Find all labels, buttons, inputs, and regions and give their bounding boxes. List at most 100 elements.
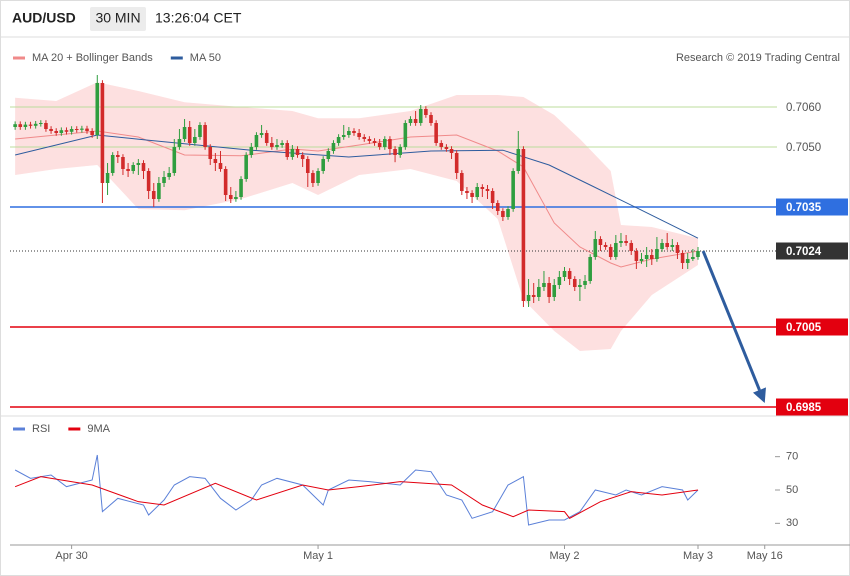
candle-body bbox=[28, 124, 33, 126]
level-box bbox=[776, 398, 848, 416]
candle-body bbox=[516, 149, 521, 171]
level-label: 0.7005 bbox=[786, 322, 822, 334]
forecast-arrowhead bbox=[752, 387, 766, 403]
candle-body bbox=[316, 171, 320, 183]
candle-body bbox=[603, 245, 608, 247]
candle-body bbox=[506, 209, 510, 217]
candle-body bbox=[413, 119, 418, 123]
level-label: 0.6985 bbox=[786, 402, 822, 414]
candle-body bbox=[126, 169, 130, 171]
candle-body bbox=[136, 163, 141, 165]
candle-body bbox=[644, 255, 649, 259]
series-line bbox=[15, 130, 699, 268]
candle-body bbox=[367, 139, 372, 141]
candle-body bbox=[557, 277, 562, 285]
level-label: 0.7024 bbox=[786, 246, 822, 258]
series-line bbox=[14, 476, 699, 519]
candle-body bbox=[141, 163, 146, 171]
candle-body bbox=[177, 139, 182, 147]
candle-body bbox=[90, 131, 94, 135]
candle-body bbox=[54, 131, 59, 133]
candle-body bbox=[377, 143, 382, 147]
candle-body bbox=[403, 123, 408, 147]
candle-body bbox=[675, 245, 680, 253]
candle-body bbox=[80, 128, 84, 130]
legend-label: RSI bbox=[32, 423, 50, 435]
candle-body bbox=[480, 187, 485, 189]
candle-body bbox=[336, 137, 341, 143]
candle-body bbox=[95, 83, 100, 135]
candle-body bbox=[372, 141, 377, 143]
candle-body bbox=[172, 147, 177, 173]
candle-body bbox=[444, 147, 449, 149]
level-label: 0.7050 bbox=[786, 142, 821, 154]
x-tick-label: May 2 bbox=[550, 550, 580, 562]
candle-body bbox=[537, 287, 541, 297]
candle-body bbox=[300, 155, 305, 159]
candle-body bbox=[244, 155, 248, 179]
candle-body bbox=[146, 171, 151, 191]
candle-body bbox=[187, 127, 192, 143]
candle-body bbox=[567, 271, 572, 279]
candle-body bbox=[357, 133, 361, 137]
candle-body bbox=[490, 191, 495, 203]
candle-body bbox=[670, 245, 675, 247]
candle-body bbox=[223, 169, 228, 195]
series-line bbox=[14, 454, 699, 526]
candle-body bbox=[660, 243, 664, 249]
candle-body bbox=[228, 195, 233, 199]
candle-body bbox=[547, 283, 551, 297]
candle-body bbox=[100, 83, 105, 183]
level-box bbox=[776, 242, 848, 260]
candle-body bbox=[218, 163, 223, 169]
candle-body bbox=[270, 143, 274, 147]
candle-body bbox=[424, 109, 428, 115]
candle-body bbox=[485, 189, 490, 191]
candle-body bbox=[311, 173, 315, 183]
candle-body bbox=[198, 125, 202, 137]
candle-body bbox=[572, 279, 577, 287]
candle-body bbox=[285, 143, 290, 157]
candle-body bbox=[470, 193, 474, 197]
candle-body bbox=[18, 124, 23, 127]
candle-body bbox=[434, 123, 438, 143]
candle-body bbox=[259, 133, 264, 135]
chart-title: AUD/USD bbox=[12, 10, 76, 26]
candle-body bbox=[280, 143, 284, 145]
candle-body bbox=[182, 127, 187, 139]
candle-body bbox=[634, 251, 639, 261]
level-box bbox=[776, 318, 848, 336]
candle-body bbox=[393, 149, 397, 155]
candle-body bbox=[167, 173, 171, 177]
candle-body bbox=[162, 177, 166, 183]
source: Research © 2019 Trading Central bbox=[676, 52, 840, 64]
forecast-arrow bbox=[701, 250, 761, 391]
candle-body bbox=[408, 119, 413, 123]
candle-body bbox=[157, 183, 161, 199]
candle-body bbox=[465, 191, 469, 193]
candle-body bbox=[234, 197, 238, 199]
candle-body bbox=[449, 149, 454, 153]
candle-body bbox=[439, 143, 444, 147]
candle-body bbox=[321, 159, 325, 171]
candle-body bbox=[352, 131, 356, 133]
candle-body bbox=[562, 271, 567, 277]
candle-body bbox=[151, 191, 156, 199]
candle-body bbox=[110, 155, 115, 173]
candle-body bbox=[39, 123, 43, 124]
candle-body bbox=[121, 157, 125, 169]
y-tick-label: 30 bbox=[786, 517, 798, 529]
candle-body bbox=[598, 239, 603, 245]
interval-box bbox=[90, 7, 146, 31]
candle-body bbox=[331, 143, 336, 151]
candle-body bbox=[685, 259, 690, 263]
candle-body bbox=[588, 257, 592, 281]
candle-body bbox=[49, 129, 53, 131]
candle-body bbox=[44, 123, 48, 129]
candle-body bbox=[691, 257, 695, 259]
candle-body bbox=[239, 179, 243, 197]
candle-body bbox=[680, 253, 685, 263]
y-tick-label: 70 bbox=[786, 451, 798, 463]
